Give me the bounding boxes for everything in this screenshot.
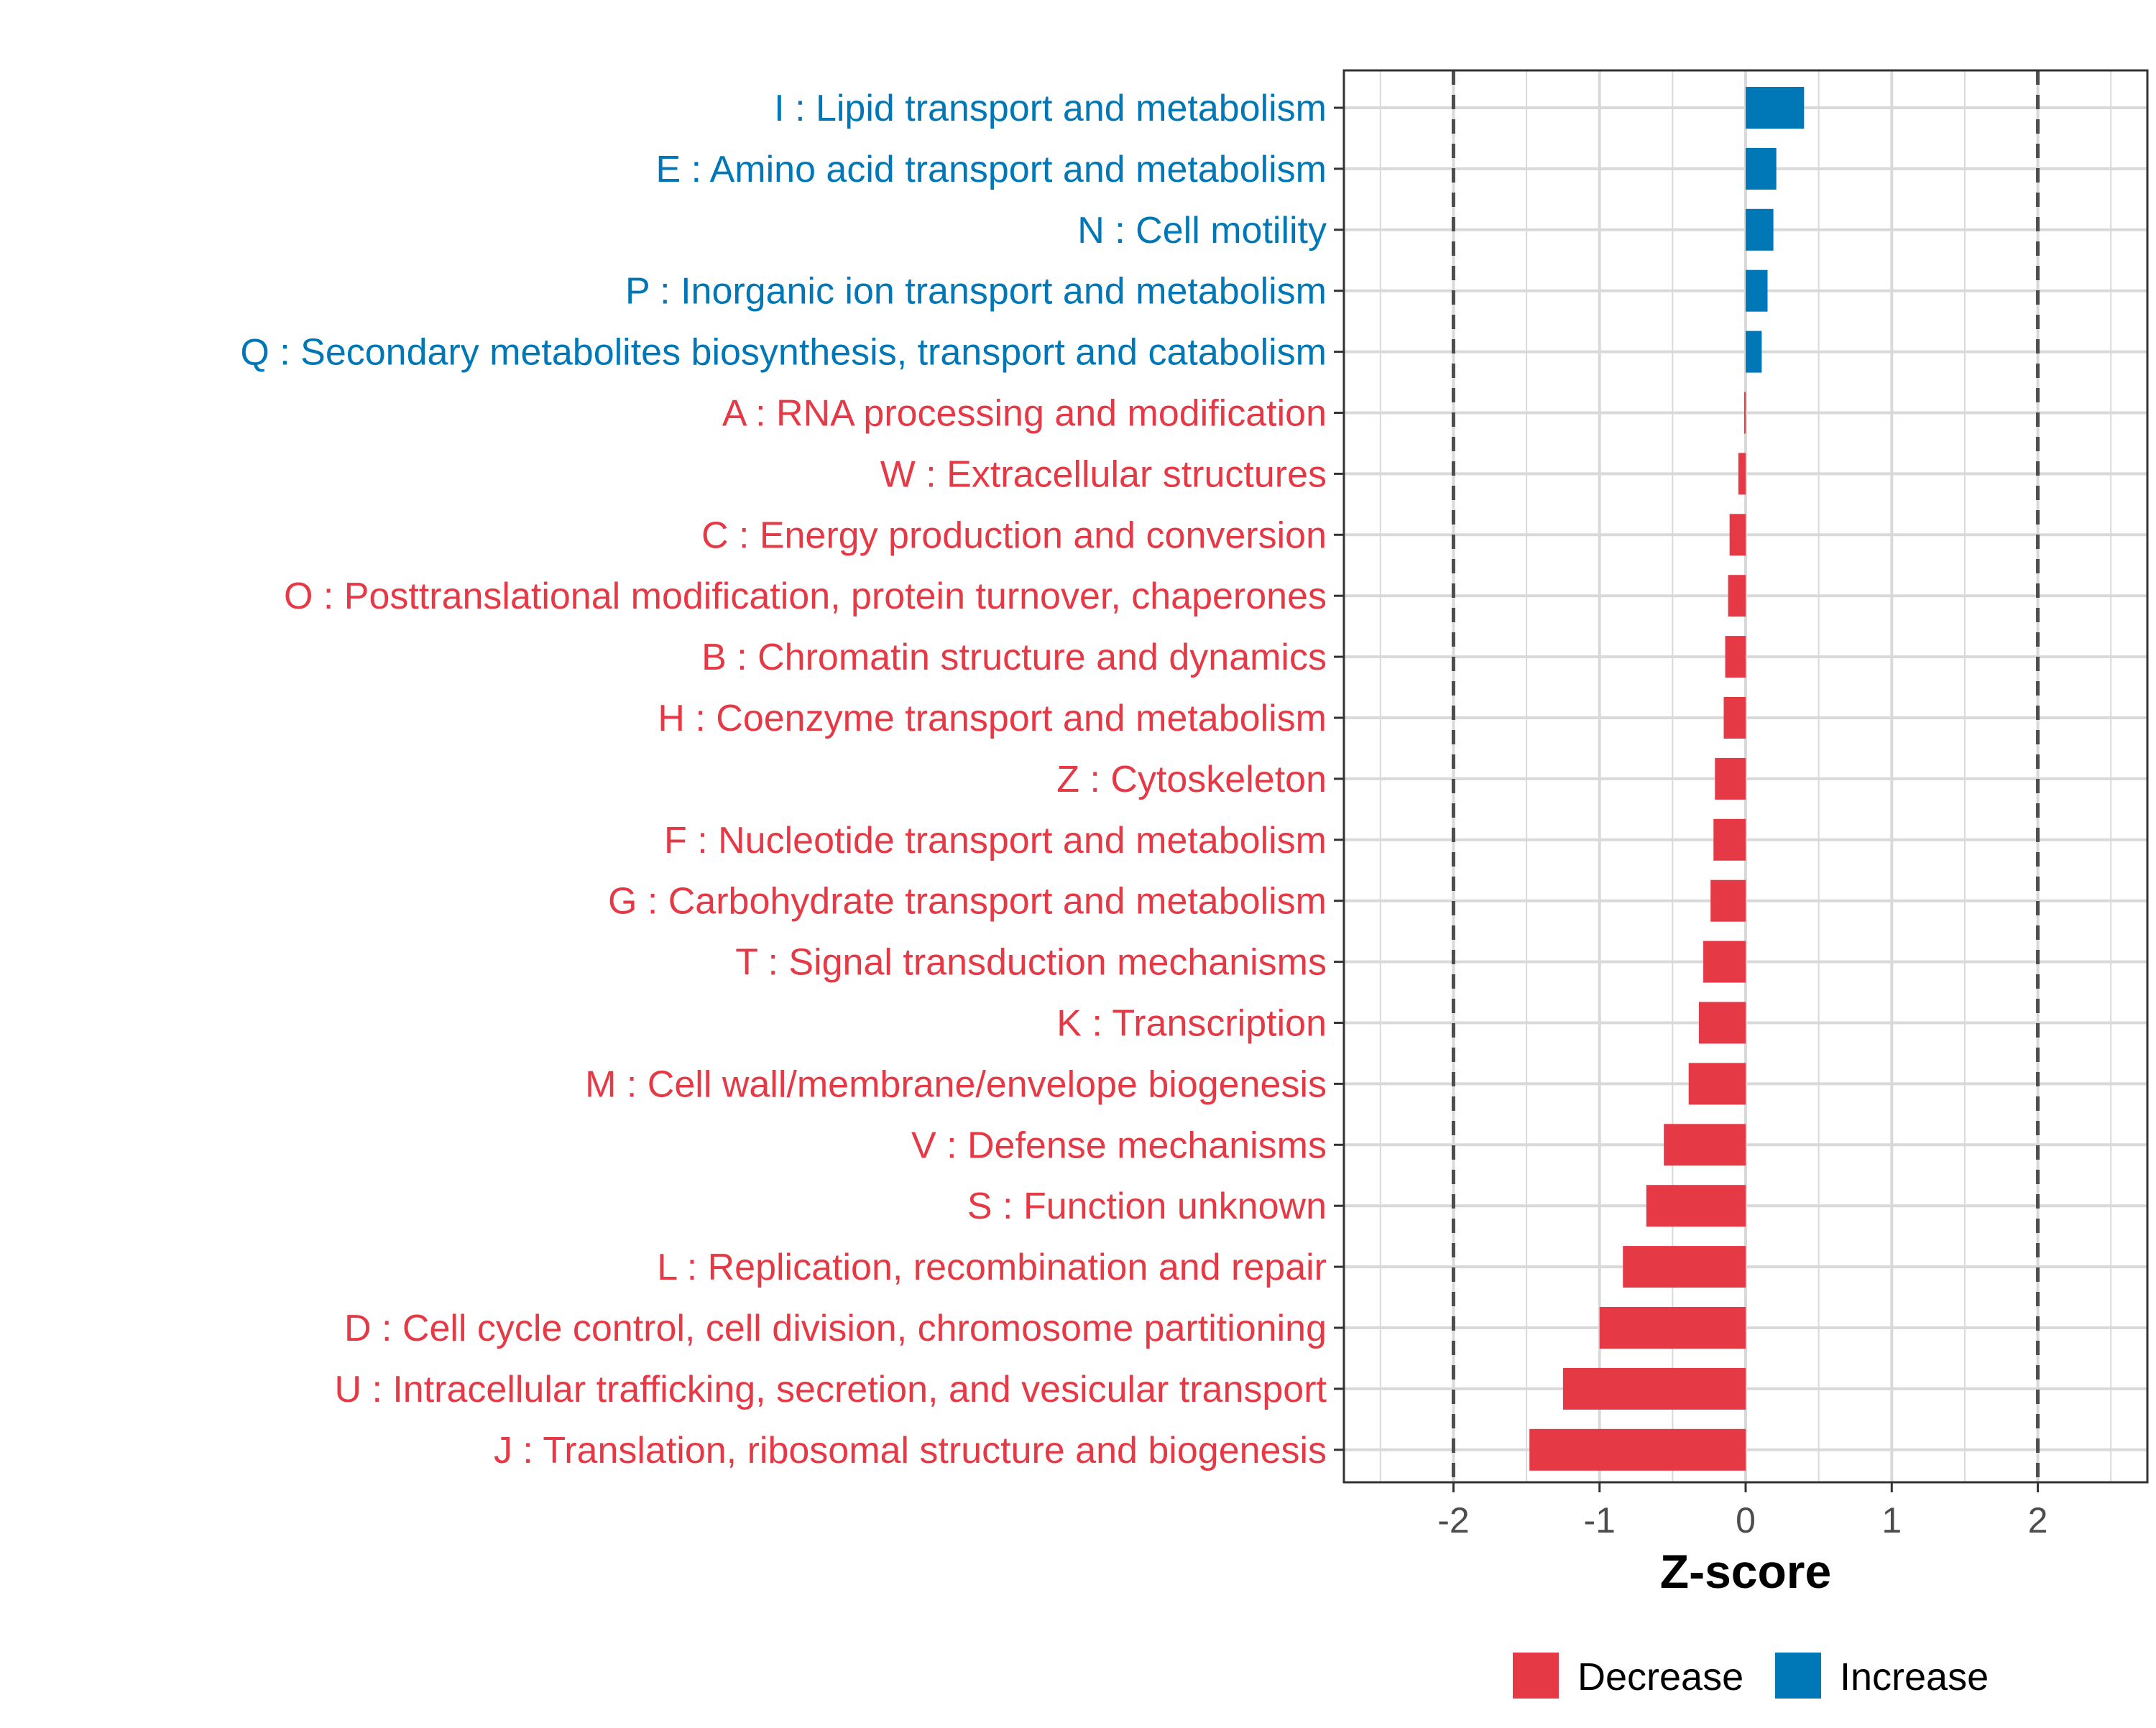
bar <box>1715 757 1746 800</box>
bar <box>1688 1063 1746 1105</box>
bar <box>1664 1124 1746 1166</box>
category-label: H : Coenzyme transport and metabolism <box>658 698 1327 739</box>
category-label: I : Lipid transport and metabolism <box>774 88 1327 129</box>
bar <box>1723 697 1746 739</box>
legend-label-increase: Increase <box>1840 1655 1989 1699</box>
category-label: L : Replication, recombination and repai… <box>657 1247 1327 1288</box>
category-label: A : RNA processing and modification <box>722 393 1327 435</box>
bar <box>1746 331 1762 373</box>
bar <box>1746 87 1805 129</box>
x-tick-label: -1 <box>1583 1500 1615 1540</box>
category-label: Z : Cytoskeleton <box>1056 759 1327 800</box>
category-label: M : Cell wall/membrane/envelope biogenes… <box>585 1063 1327 1105</box>
bar <box>1623 1246 1746 1288</box>
category-label: W : Extracellular structures <box>880 453 1327 495</box>
bar <box>1562 1367 1746 1410</box>
category-label: P : Inorganic ion transport and metaboli… <box>625 271 1327 313</box>
category-label: U : Intracellular trafficking, secretion… <box>334 1369 1327 1410</box>
bar <box>1738 453 1746 495</box>
x-tick-label: 1 <box>1881 1500 1902 1540</box>
category-label: D : Cell cycle control, cell division, c… <box>344 1308 1327 1349</box>
bar <box>1729 514 1746 556</box>
category-label: O : Posttranslational modification, prot… <box>284 576 1327 617</box>
category-label: E : Amino acid transport and metabolism <box>655 149 1327 190</box>
legend-label-decrease: Decrease <box>1577 1655 1743 1699</box>
x-tick-label: -2 <box>1437 1500 1469 1540</box>
x-tick-label: 2 <box>2028 1500 2048 1540</box>
category-label: K : Transcription <box>1056 1003 1327 1045</box>
x-tick-label: 0 <box>1736 1500 1756 1540</box>
bar <box>1698 1002 1746 1044</box>
bar <box>1710 879 1746 922</box>
legend-swatch-decrease <box>1513 1653 1559 1699</box>
category-label: B : Chromatin structure and dynamics <box>701 637 1327 678</box>
bar <box>1746 147 1777 190</box>
bar <box>1746 269 1768 312</box>
category-label: S : Function unknown <box>967 1186 1327 1227</box>
bar <box>1743 392 1746 434</box>
category-label: J : Translation, ribosomal structure and… <box>494 1430 1327 1471</box>
bar <box>1725 636 1746 678</box>
bar <box>1599 1307 1746 1349</box>
category-label: C : Energy production and conversion <box>701 514 1327 556</box>
bar <box>1728 575 1746 617</box>
category-label: T : Signal transduction mechanisms <box>735 942 1327 984</box>
category-label: F : Nucleotide transport and metabolism <box>664 820 1327 861</box>
category-label: N : Cell motility <box>1077 210 1327 251</box>
bar <box>1646 1185 1746 1227</box>
bar <box>1703 941 1746 983</box>
category-label: G : Carbohydrate transport and metabolis… <box>608 881 1327 923</box>
bar <box>1746 208 1774 251</box>
category-label: Q : Secondary metabolites biosynthesis, … <box>240 332 1327 374</box>
bar <box>1713 818 1746 861</box>
x-axis-title: Z-score <box>1660 1545 1831 1598</box>
bar <box>1529 1428 1746 1471</box>
category-label: V : Defense mechanisms <box>911 1124 1327 1166</box>
legend-swatch-increase <box>1775 1653 1821 1699</box>
